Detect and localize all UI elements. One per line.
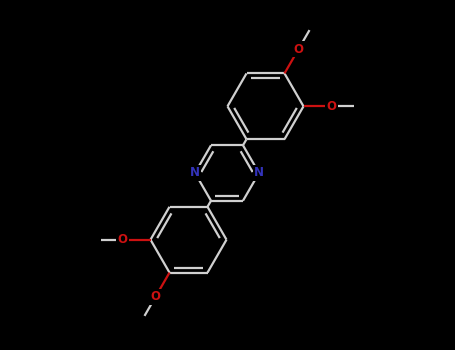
Text: N: N bbox=[254, 167, 264, 180]
Text: O: O bbox=[293, 43, 303, 56]
Text: O: O bbox=[151, 290, 161, 303]
Text: O: O bbox=[327, 100, 337, 113]
Text: O: O bbox=[117, 233, 127, 246]
Text: N: N bbox=[190, 167, 200, 180]
